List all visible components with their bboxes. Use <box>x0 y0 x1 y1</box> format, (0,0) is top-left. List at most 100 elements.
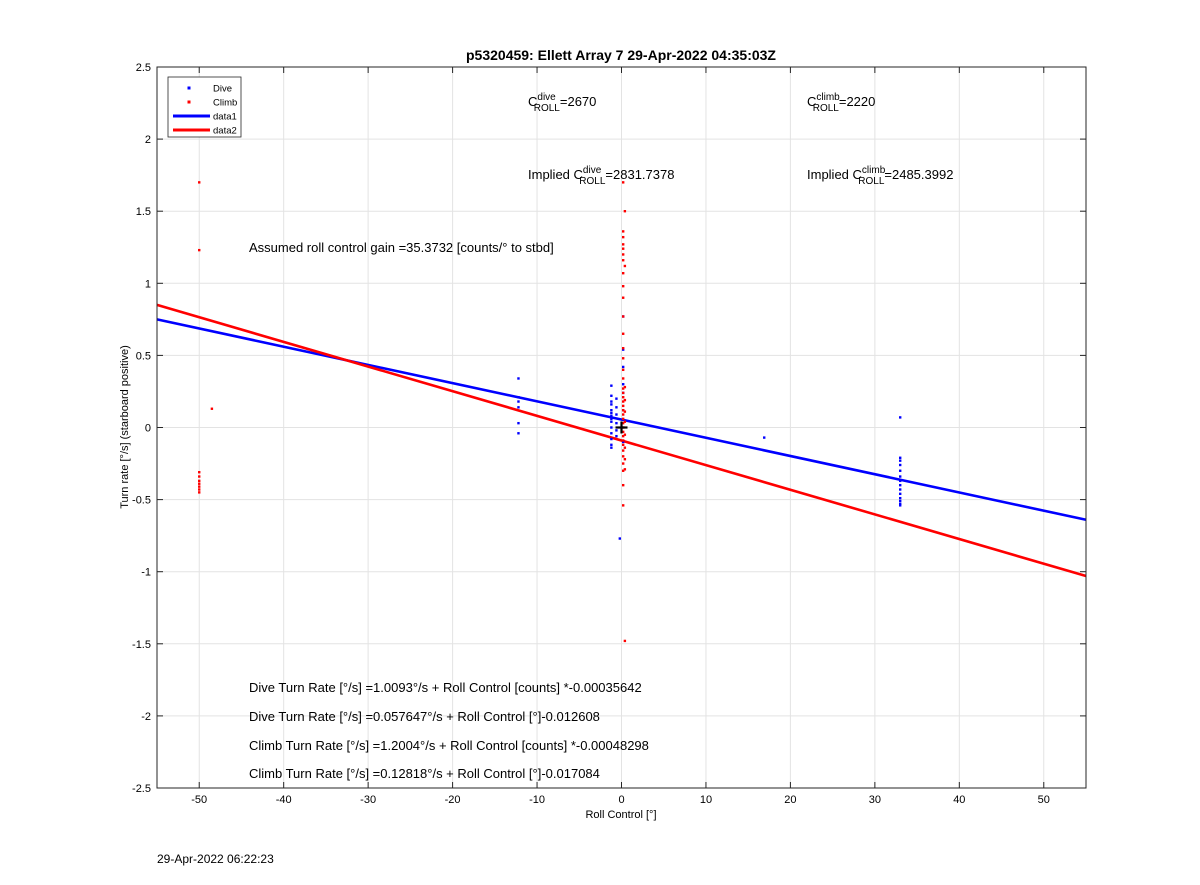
dive-point <box>610 414 613 418</box>
climb-point <box>621 315 625 318</box>
climb-point <box>198 475 201 478</box>
climb-point <box>621 284 625 288</box>
x-tick-label: 50 <box>1038 794 1050 806</box>
dive-point <box>517 377 520 380</box>
climb-point <box>210 407 214 410</box>
dive-point <box>517 396 520 399</box>
y-tick-label: 0.5 <box>136 350 151 362</box>
x-tick-label: -10 <box>529 794 545 806</box>
x-tick-label: 0 <box>618 794 624 806</box>
climb-point <box>623 385 627 389</box>
climb-point <box>621 483 625 487</box>
y-tick-label: -1.5 <box>132 639 151 651</box>
climb-point <box>198 471 201 474</box>
dive-point <box>899 463 902 467</box>
implied-climb-annotation: Implied Cclimb ROLL=2485.3992 <box>807 165 953 187</box>
implied-dive-annotation: Implied Cdive ROLL=2831.7378 <box>528 165 674 187</box>
dive-point <box>610 420 613 423</box>
legend: Dive Climb data1 data2 <box>167 76 242 138</box>
dive-point <box>621 383 625 386</box>
climb-point <box>623 458 627 461</box>
climb-point <box>621 408 625 412</box>
y-tick-label: -0.5 <box>132 495 151 507</box>
y-tick-label: 0 <box>145 423 151 435</box>
climb-point <box>621 259 625 262</box>
y-tick-label: -1 <box>141 567 151 579</box>
climb-point <box>621 253 625 256</box>
climb-point <box>621 235 625 239</box>
y-tick-label: -2 <box>141 711 151 723</box>
dive-point <box>610 443 613 447</box>
legend-label-data1: data1 <box>213 112 237 123</box>
dive-point <box>610 417 613 421</box>
dive-point <box>899 499 902 503</box>
dive-point <box>517 432 520 435</box>
y-axis-label: Turn rate [°/s] (starboard positive) <box>119 345 131 509</box>
dive-point <box>615 413 618 416</box>
dive-point <box>615 434 618 438</box>
climb-point <box>623 433 627 436</box>
climb-point <box>621 272 625 275</box>
climb-point <box>621 243 625 246</box>
fit-line-data2 <box>156 303 1087 578</box>
climb-point <box>621 230 625 233</box>
dive-point <box>899 416 902 419</box>
dive-point <box>899 496 902 500</box>
climb-point <box>198 181 201 184</box>
x-tick-label: -20 <box>445 794 461 806</box>
x-tick-label: -40 <box>276 794 292 806</box>
climb-point <box>621 449 625 452</box>
dive-point <box>610 403 613 406</box>
climb-point <box>198 485 201 488</box>
climb-point <box>621 469 625 472</box>
climb-point <box>621 404 625 408</box>
dive-point <box>621 348 625 351</box>
climb-point <box>621 247 625 250</box>
origin-marker <box>615 421 628 434</box>
c-roll-climb-annotation: Cclimb ROLL=2220 <box>807 92 875 114</box>
climb-point <box>621 387 625 390</box>
climb-point <box>623 420 627 423</box>
climb-point <box>621 504 625 507</box>
legend-swatch-Dive <box>187 86 191 90</box>
climb-point <box>621 391 625 395</box>
climb-point <box>621 417 625 421</box>
climb-point <box>621 368 625 372</box>
axis-ticks: -50 -40 -30 -20 -10 0 10 20 30 40 50-2.5-2-1.5-1-0… <box>132 62 1086 806</box>
dive-point <box>610 394 613 397</box>
climb-point <box>623 264 627 268</box>
climb-point <box>621 430 625 434</box>
dive-point <box>517 421 520 425</box>
x-axis-label: Roll Control [°] <box>585 809 656 821</box>
dive-point <box>610 426 613 429</box>
climb-point <box>198 248 201 252</box>
legend-box <box>167 76 242 138</box>
equation-dive-degrees: Dive Turn Rate [°/s] =0.057647°/s + Roll… <box>249 709 600 724</box>
equation-dive-counts: Dive Turn Rate [°/s] =1.0093°/s + Roll C… <box>249 680 642 695</box>
climb-point <box>621 296 625 299</box>
climb-point <box>623 210 627 213</box>
y-tick-label: 1.5 <box>136 206 151 218</box>
dive-point <box>615 406 618 409</box>
climb-point <box>621 332 625 335</box>
climb-point <box>621 413 625 416</box>
dive-point <box>899 492 902 496</box>
dive-point <box>899 483 902 487</box>
dive-point <box>899 479 902 483</box>
climb-point <box>621 439 625 442</box>
equation-climb-degrees: Climb Turn Rate [°/s] =0.12818°/s + Roll… <box>249 766 600 781</box>
fit-line-data1 <box>156 318 1087 522</box>
chart-title: p5320459: Ellett Array 7 29-Apr-2022 04:… <box>466 47 776 63</box>
climb-point <box>621 181 625 184</box>
dive-point <box>899 456 902 459</box>
y-tick-label: -2.5 <box>132 783 151 795</box>
dive-point <box>899 459 902 462</box>
climb-point <box>621 357 625 360</box>
dive-point <box>621 440 625 444</box>
x-tick-label: 30 <box>869 794 881 806</box>
climb-point <box>623 410 627 413</box>
climb-point <box>621 462 625 465</box>
climb-point <box>198 479 201 483</box>
x-tick-label: -30 <box>360 794 376 806</box>
